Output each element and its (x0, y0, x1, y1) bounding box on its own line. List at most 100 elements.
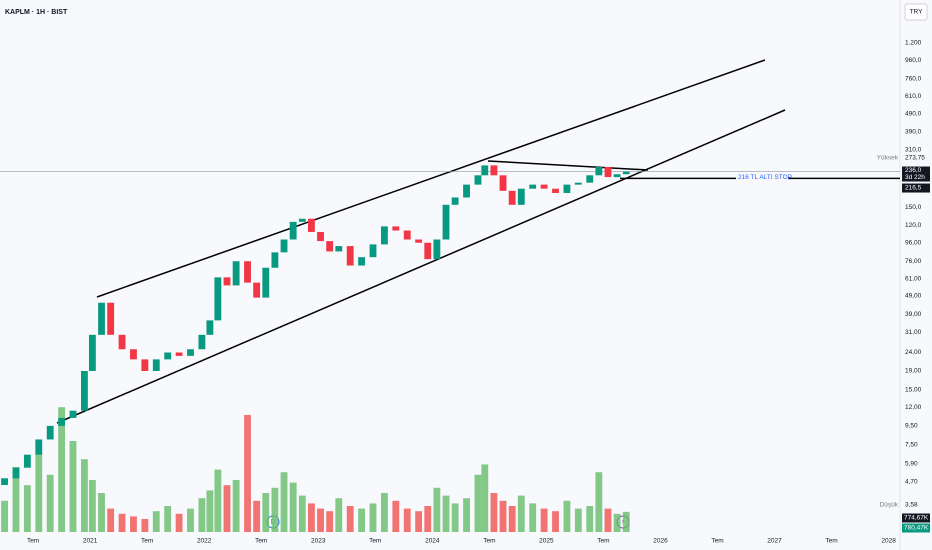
x-tick-label: 2022 (197, 538, 212, 545)
volume-bar (164, 506, 172, 532)
candle (369, 244, 377, 258)
candle (508, 190, 516, 205)
x-tick-label: 2024 (425, 538, 440, 545)
volume-bar (187, 508, 194, 532)
volume-bar (232, 480, 240, 532)
volume-bar (244, 415, 251, 532)
low-value: 3,58 (905, 502, 918, 509)
candle (563, 184, 571, 193)
volume-bar (141, 519, 149, 532)
volume-bar (298, 495, 306, 532)
candle (335, 246, 343, 252)
x-tick-label: Tem (597, 538, 609, 545)
volume-bar (335, 498, 343, 532)
volume-label: 774,67K (904, 515, 929, 522)
volume-bar (595, 472, 603, 532)
stop-annotation-bg (736, 173, 788, 183)
candle (622, 171, 630, 175)
candle (289, 221, 297, 240)
x-tick-label: 2026 (653, 538, 668, 545)
candle (380, 226, 388, 245)
y-tick-label: 7,50 (905, 441, 918, 448)
candle (80, 370, 88, 411)
candle (442, 204, 450, 240)
candle (415, 239, 423, 243)
volume-bar (474, 474, 482, 532)
candle (223, 277, 231, 286)
currency-label[interactable]: TRY (910, 9, 924, 16)
drawings (56, 59, 786, 424)
y-tick-label: 610,0 (905, 93, 922, 100)
high-label: Yüksek (877, 154, 899, 161)
candle (280, 239, 288, 253)
volume-bar (380, 493, 388, 532)
volume-label: 780,47K (904, 525, 929, 532)
y-tick-label: 120,0 (905, 222, 922, 229)
y-tick-label: 4,70 (905, 478, 918, 485)
volume-bar (130, 516, 137, 532)
x-tick-label: Tem (825, 538, 837, 545)
candle (574, 182, 582, 185)
candle (46, 425, 54, 440)
y-tick-label: 61,00 (905, 275, 922, 282)
high-value: 273,75 (905, 154, 925, 161)
candle (271, 252, 279, 268)
y-tick-label: 490,0 (905, 110, 922, 117)
candle (69, 410, 77, 418)
volume-bar (346, 506, 354, 532)
candle (253, 282, 261, 298)
chart-title: KAPLM · 1H · BIST (5, 9, 68, 16)
volume-bar (392, 500, 400, 532)
candle (424, 242, 432, 260)
volume-bar (529, 503, 537, 532)
candle (1, 478, 8, 486)
candle (326, 241, 334, 252)
y-tick-label: 96,00 (905, 239, 922, 246)
y-tick-label: 31,00 (905, 329, 922, 336)
volume-bar (214, 469, 222, 532)
volume-bar (499, 500, 507, 532)
volume-bar (69, 441, 77, 532)
y-tick-label: 960,0 (905, 57, 922, 64)
volume-bar (58, 407, 66, 532)
volume-bar (403, 508, 411, 532)
volume-bar (326, 511, 334, 532)
y-tick-label: 9,50 (905, 423, 918, 430)
candle (358, 257, 366, 266)
candle (58, 417, 66, 426)
candle (206, 320, 214, 335)
y-tick-label: 24,00 (905, 349, 922, 356)
volume-bar (80, 459, 88, 532)
currency-button[interactable] (904, 3, 928, 21)
volume-bar (107, 508, 115, 532)
volume-bar (88, 480, 96, 532)
candle (317, 231, 324, 242)
y-tick-label: 19,00 (905, 368, 922, 375)
volume-bar (317, 508, 324, 532)
volume-bar (552, 511, 559, 532)
volume-bar (307, 503, 315, 532)
volume-label-box (902, 523, 930, 533)
candle (187, 349, 194, 356)
candle (262, 267, 270, 298)
y-tick-label: 310,0 (905, 147, 922, 154)
candle (298, 218, 306, 222)
y-tick-label: 390,0 (905, 128, 922, 135)
candle (595, 166, 603, 176)
x-tick-label: Tem (141, 538, 153, 545)
volume-bar (442, 495, 450, 532)
candle (540, 184, 548, 189)
candle (499, 175, 507, 191)
volume-bar (253, 500, 261, 532)
stop-price-box (902, 183, 930, 193)
volume-bar (415, 511, 423, 532)
candle (474, 175, 482, 185)
candle (613, 174, 621, 178)
y-tick-label: 760,0 (905, 76, 922, 83)
x-tick-label: Tem (255, 538, 267, 545)
volume-bar (517, 495, 525, 532)
candle (214, 277, 222, 321)
candle (130, 349, 137, 360)
candle (517, 188, 525, 205)
candle (604, 166, 612, 178)
